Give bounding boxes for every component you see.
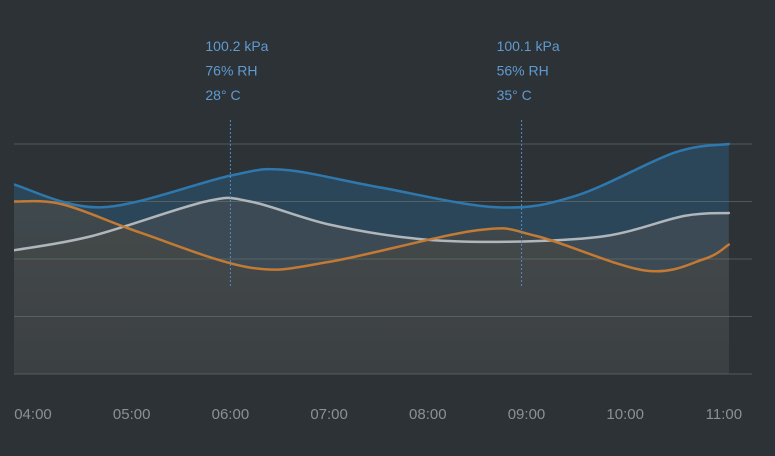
x-tick-label: 06:00 xyxy=(212,406,250,423)
annotation-label: 100.1 kPa xyxy=(497,38,560,54)
x-tick-label: 04:00 xyxy=(14,406,52,423)
annotation-label: 28° C xyxy=(205,87,240,103)
x-tick-label: 11:00 xyxy=(706,406,742,423)
x-tick-label: 08:00 xyxy=(409,406,447,423)
annotation-label: 76% RH xyxy=(205,63,257,79)
line-pressure xyxy=(14,142,731,209)
x-tick-label: 05:00 xyxy=(113,406,151,423)
series-lines xyxy=(14,142,731,273)
x-tick-label: 07:00 xyxy=(310,406,348,423)
annotations: 100.2 kPa 76% RH 28° C 100.1 kPa 56% RH 35° C xyxy=(205,38,560,288)
x-axis-ticks: 04:00 05:00 06:00 07:00 08:00 09:00 10:00 11:00 xyxy=(14,406,742,423)
annotation-label: 56% RH xyxy=(497,63,549,79)
x-tick-label: 09:00 xyxy=(508,406,546,423)
x-tick-label: 10:00 xyxy=(606,406,644,423)
line-humidity xyxy=(14,196,731,252)
line-temperature xyxy=(14,199,731,273)
annotation-label: 100.2 kPa xyxy=(205,38,268,54)
grid xyxy=(14,143,752,375)
annotation-label: 35° C xyxy=(497,87,532,103)
area-temperature xyxy=(14,201,729,374)
